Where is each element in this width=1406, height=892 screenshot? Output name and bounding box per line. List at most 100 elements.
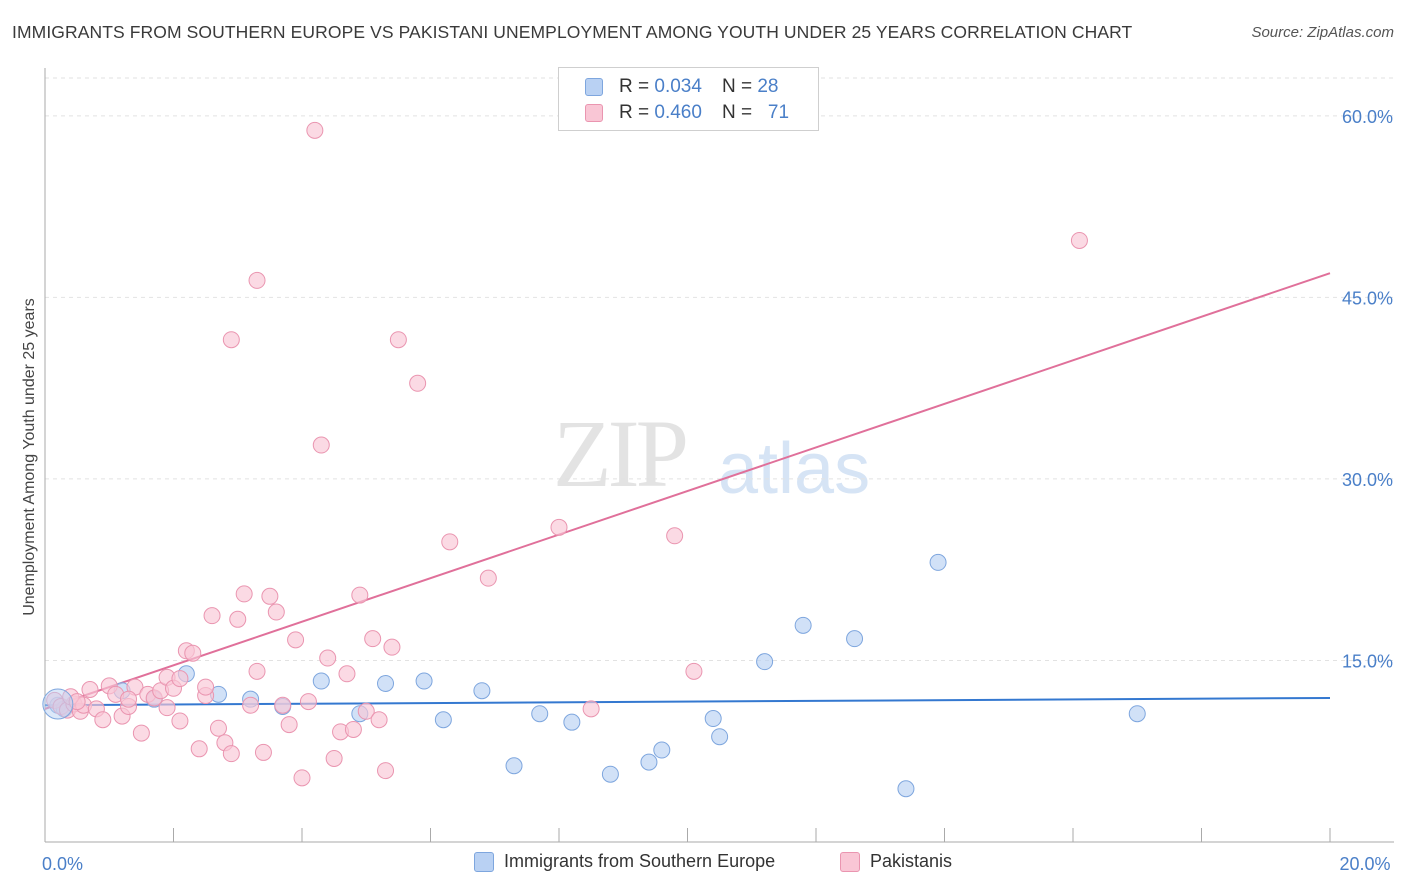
point-southern-europe [563,713,581,731]
point-pakistanis [550,518,568,536]
point-pakistanis [190,740,208,758]
correlation-legend: R = 0.034 N = 28 R = 0.460 N = 71 [558,67,819,131]
point-pakistanis [370,711,388,729]
point-pakistanis [222,745,240,763]
point-pakistanis [248,662,266,680]
point-pakistanis [344,720,362,738]
point-pakistanis [377,762,395,780]
n-label: N = [721,76,753,97]
trend-lines [44,272,1331,710]
point-pakistanis [132,724,150,742]
point-southern-europe [756,653,774,671]
source-credit: Source: ZipAtlas.com [1251,24,1394,41]
point-pakistanis [351,586,369,604]
point-pakistanis [287,631,305,649]
point-southern-europe [704,710,722,728]
point-pakistanis [479,569,497,587]
point-pakistanis [242,696,260,714]
point-southern-europe [415,672,433,690]
point-pakistanis [293,769,311,787]
point-pakistanis [357,702,375,720]
series-legend: Immigrants from Southern Europe Pakistan… [0,851,1406,877]
point-southern-europe [312,672,330,690]
point-pakistanis [1070,231,1088,249]
point-southern-europe [505,757,523,775]
axes [44,68,1394,843]
point-southern-europe [846,630,864,648]
point-southern-europe [640,753,658,771]
point-pakistanis [325,749,343,767]
point-pakistanis [666,527,684,545]
legend-row-pink: R = 0.460 N = 71 [585,101,789,125]
point-southern-europe [929,553,947,571]
r-label: R = [619,102,650,123]
legend-item-pakistanis[interactable]: Pakistanis [840,851,952,872]
point-pakistanis [254,743,272,761]
point-pakistanis [209,719,227,737]
point-pakistanis [81,681,99,699]
y-tick-label: 30.0% [1342,470,1393,490]
blue-swatch [585,78,603,96]
trend-line-southern-europe [44,696,1331,707]
legend-label: Immigrants from Southern Europe [504,851,776,871]
point-pakistanis [171,670,189,688]
point-pakistanis [203,607,221,625]
point-southern-europe [42,688,74,720]
point-pakistanis [364,630,382,648]
point-pakistanis [171,712,189,730]
chart-title: IMMIGRANTS FROM SOUTHERN EUROPE VS PAKIS… [12,22,1133,42]
point-pakistanis [441,533,459,551]
point-pakistanis [582,700,600,718]
point-pakistanis [261,587,279,605]
point-southern-europe [653,741,671,759]
point-southern-europe [794,616,812,634]
point-southern-europe [377,674,395,692]
point-pakistanis [306,121,324,139]
point-pakistanis [222,331,240,349]
point-southern-europe [601,765,619,783]
point-pakistanis [383,638,401,656]
legend-row-blue: R = 0.034 N = 28 [585,75,778,99]
point-pakistanis [267,603,285,621]
point-pakistanis [389,331,407,349]
point-southern-europe [1128,705,1146,723]
pink-swatch [840,851,860,872]
point-southern-europe [897,780,915,798]
point-pakistanis [94,711,112,729]
x-tick-label: 0.0% [42,854,83,874]
point-pakistanis [248,271,266,289]
y-tick-label: 45.0% [1342,288,1393,308]
point-southern-europe [434,711,452,729]
n-label: N = [721,102,753,123]
watermark-atlas: atlas [718,429,871,509]
n-value: 71 [767,102,790,123]
point-southern-europe [711,728,729,746]
legend-item-southern-europe[interactable]: Immigrants from Southern Europe [474,851,775,872]
gridlines [45,77,1394,661]
y-axis-label: Unemployment Among Youth under 25 years [21,298,38,616]
watermark-zip: ZIP [553,400,689,507]
point-pakistanis [274,696,292,714]
point-pakistanis [197,678,215,696]
point-pakistanis [235,585,253,603]
blue-swatch [474,851,494,872]
point-pakistanis [120,690,138,708]
point-pakistanis [409,374,427,392]
point-pakistanis [280,716,298,734]
y-tick-label: 15.0% [1342,651,1393,671]
point-pakistanis [184,644,202,662]
point-pakistanis [685,662,703,680]
point-pakistanis [158,699,176,717]
point-pakistanis [319,649,337,667]
r-value: 0.460 [654,102,702,123]
point-southern-europe [531,705,549,723]
n-value: 28 [757,76,779,97]
x-tick-label: 20.0% [1339,854,1390,874]
point-southern-europe [473,682,491,700]
r-value: 0.034 [654,76,702,97]
legend-label: Pakistanis [870,851,953,871]
point-pakistanis [338,665,356,683]
point-pakistanis [229,610,247,628]
trend-line-pakistanis [44,272,1331,710]
